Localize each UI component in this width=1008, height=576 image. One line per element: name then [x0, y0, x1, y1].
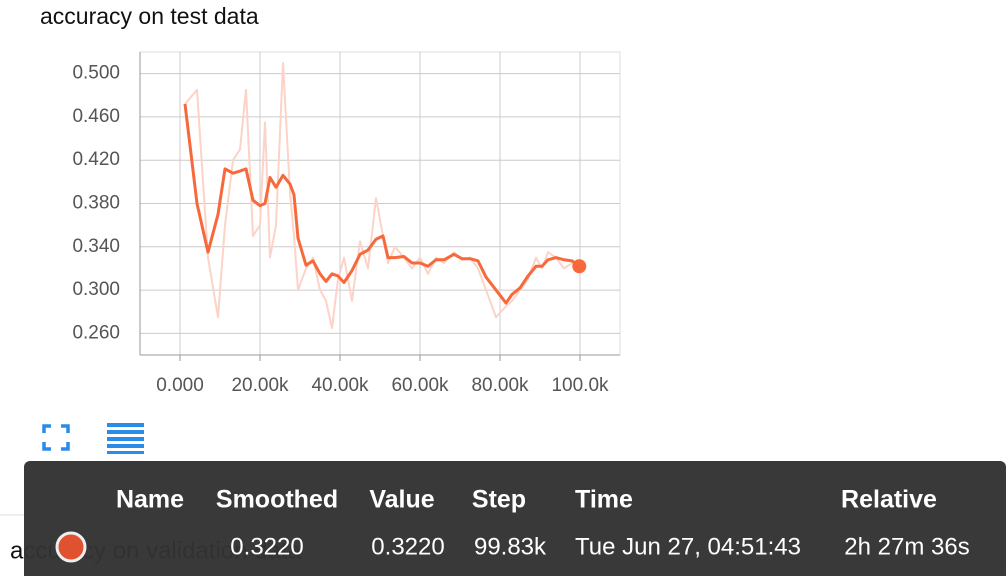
y-tick-label: 0.420 [72, 149, 120, 170]
tooltip-header: Value [369, 486, 434, 514]
x-tick-label: 40.00k [311, 375, 369, 396]
menu-icon[interactable] [107, 423, 144, 454]
tooltip-cell: 0.3220 [371, 533, 444, 560]
y-tick-label: 0.300 [72, 279, 120, 300]
tooltip [24, 461, 1006, 576]
hover-point [572, 259, 587, 274]
x-tick-label: 0.000 [156, 375, 204, 396]
y-tick-label: 0.260 [72, 322, 120, 343]
tooltip-header: Name [116, 486, 184, 514]
y-tick-label: 0.380 [72, 193, 120, 214]
x-tick-label: 80.00k [471, 375, 529, 396]
series-line [183, 103, 581, 305]
y-tick-label: 0.500 [72, 63, 120, 84]
y-tick-label: 0.340 [72, 236, 120, 257]
tooltip-cell: 0.3220 [230, 533, 303, 560]
y-tick-label: 0.460 [72, 106, 120, 127]
fullscreen-icon[interactable] [42, 424, 70, 451]
tooltip-header: Relative [841, 486, 937, 514]
plot: 0.260 0.300 0.340 0.380 0.420 0.460 0.500 0.000… [72, 51, 621, 396]
tooltip-cell: Tue Jun 27, 04:51:43 [575, 533, 801, 560]
x-tick-label: 60.00k [391, 375, 449, 396]
tooltip-header: Time [575, 486, 633, 514]
tooltip-header: Smoothed [216, 486, 338, 514]
series-line [184, 61, 580, 329]
chart-title: accuracy on test data [40, 3, 259, 29]
x-tick-label: 20.00k [231, 375, 289, 396]
tooltip-cell: 99.83k [474, 533, 547, 560]
series-swatch [55, 531, 87, 563]
x-tick-label: 100.0k [551, 375, 609, 396]
tooltip-content: Name Smoothed Value Step Time Relative 0.3220 0… [116, 486, 970, 561]
tooltip-cell: 2h 27m 36s [844, 533, 969, 560]
tooltip-header: Step [472, 486, 526, 514]
